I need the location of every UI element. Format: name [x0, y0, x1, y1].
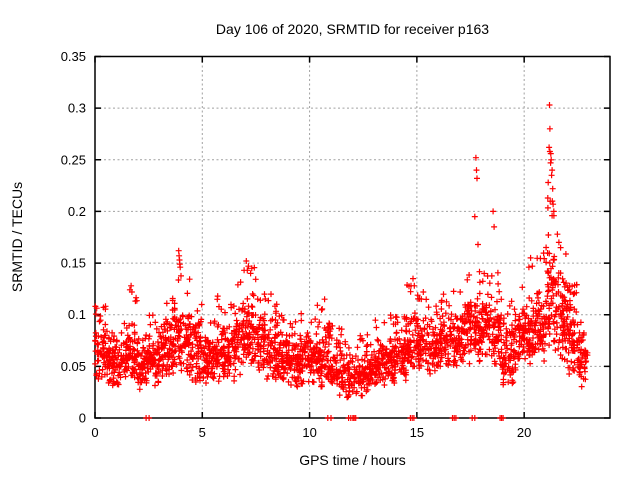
y-tick-label: 0.25 — [61, 152, 86, 167]
x-tick-label: 0 — [91, 425, 98, 440]
y-tick-label: 0.3 — [68, 101, 86, 116]
y-tick-label: 0.05 — [61, 359, 86, 374]
data-points — [92, 102, 591, 421]
x-tick-label: 5 — [199, 425, 206, 440]
axis-ticks — [94, 55, 610, 419]
gridlines — [95, 56, 610, 418]
x-tick-label: 10 — [302, 425, 316, 440]
chart-title: Day 106 of 2020, SRMTID for receiver p16… — [215, 21, 490, 37]
y-tick-label: 0.2 — [68, 204, 86, 219]
x-tick-label: 15 — [410, 425, 424, 440]
x-tick-label: 20 — [517, 425, 531, 440]
y-tick-label: 0.15 — [61, 256, 86, 271]
y-tick-label: 0 — [79, 411, 86, 426]
y-tick-label: 0.35 — [61, 49, 86, 64]
x-axis-label: GPS time / hours — [299, 452, 406, 468]
y-tick-label: 0.1 — [68, 307, 86, 322]
